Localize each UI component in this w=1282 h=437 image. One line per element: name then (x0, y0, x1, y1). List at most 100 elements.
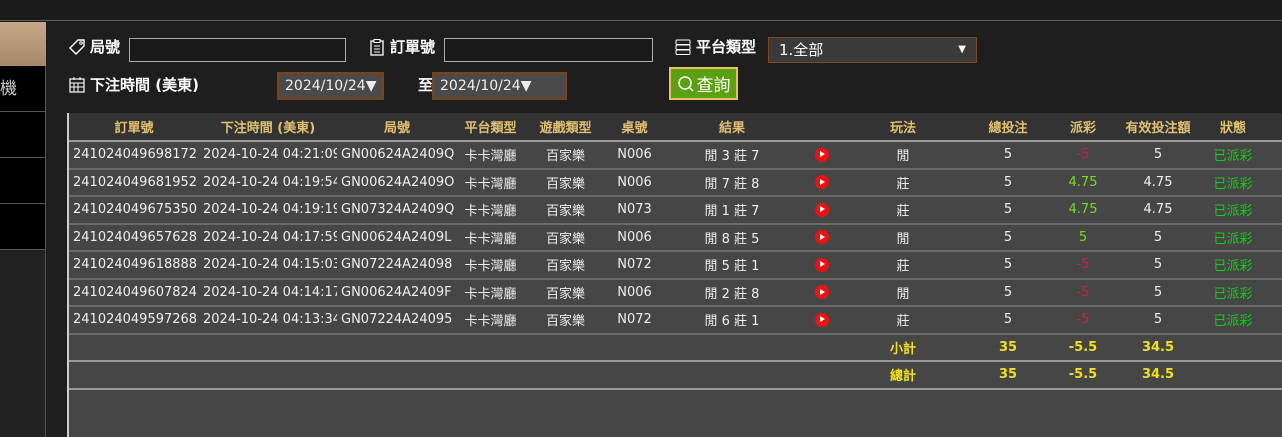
total-valid: 34.5 (1114, 361, 1202, 390)
bet-records-table: 訂單號 下注時間 (美東) 局號 平台類型 遊戲類型 桌號 結果 玩法 總投注 派彩 有效投注額 狀態… (67, 113, 1282, 437)
play-video-icon[interactable] (815, 202, 829, 217)
round-label-text: 局號 (90, 38, 121, 56)
platform-cell: 卡卡灣廳 (457, 196, 524, 225)
column-header: 總投注 (964, 113, 1052, 142)
column-header: 狀態 (1202, 113, 1282, 142)
subtotal-payout: -5.5 (1052, 333, 1114, 362)
valid-bet-cell: 5 (1114, 223, 1202, 252)
bet-time-cell: 2024-10-24 04:19:54 (199, 168, 337, 197)
replay-cell (802, 278, 842, 307)
total-label: 總計 (842, 361, 964, 390)
to-label-text: 至 (418, 76, 434, 94)
column-header: 派彩 (1052, 113, 1114, 142)
play-video-icon[interactable] (815, 230, 829, 245)
server-icon (675, 39, 691, 55)
status-cell: 已派彩 (1202, 306, 1282, 335)
replay-cell (802, 168, 842, 197)
date-from-value: 2024/10/24 (285, 78, 366, 94)
replay-cell (802, 141, 842, 170)
empty-cell (69, 333, 842, 362)
platform-cell: 卡卡灣廳 (457, 141, 524, 170)
date-from-picker[interactable]: 2024/10/24▼ (277, 72, 384, 100)
play-video-icon[interactable] (815, 175, 829, 190)
round-id-cell: GN00624A2409O (337, 168, 457, 197)
game-type-cell: 百家樂 (524, 141, 607, 170)
total-bet: 35 (964, 361, 1052, 390)
play-type-cell: 莊 (842, 306, 964, 335)
replay-cell (802, 223, 842, 252)
game-type-cell: 百家樂 (524, 196, 607, 225)
date-to-picker[interactable]: 2024/10/24▼ (432, 72, 567, 100)
column-header: 有效投注額 (1114, 113, 1202, 142)
platform-cell: 卡卡灣廳 (457, 278, 524, 307)
column-header (802, 113, 842, 142)
time-label: 下注時間 (美東) (68, 74, 199, 95)
table-row: 241024049597268 2024-10-24 04:13:34 GN0722… (69, 306, 1282, 335)
empty-cell (69, 361, 842, 390)
sidebar-item[interactable]: 機 (0, 66, 45, 112)
play-video-icon[interactable] (815, 147, 829, 162)
game-type-cell: 百家樂 (524, 278, 607, 307)
table-header: 訂單號 下注時間 (美東) 局號 平台類型 遊戲類型 桌號 結果 玩法 總投注 派彩 有效投注額 狀態 (69, 113, 1282, 142)
search-button[interactable]: 查詢 (669, 67, 738, 100)
column-header: 結果 (662, 113, 802, 142)
column-header: 下注時間 (美東) (199, 113, 337, 142)
clipboard-icon (370, 38, 384, 56)
sidebar-item[interactable] (0, 204, 45, 250)
total-bet-cell: 5 (964, 251, 1052, 280)
platform-label-text: 平台類型 (696, 38, 757, 56)
order-id-cell: 241024049607824 (69, 278, 199, 307)
sidebar-item[interactable] (0, 112, 45, 158)
table-no-cell: N072 (607, 306, 662, 335)
payout-cell: 4.75 (1052, 196, 1114, 225)
time-label-text: 下注時間 (美東) (90, 76, 199, 94)
total-bet-cell: 5 (964, 196, 1052, 225)
bet-time-cell: 2024-10-24 04:17:59 (199, 223, 337, 252)
to-label: 至 (418, 74, 433, 95)
sidebar-item[interactable] (0, 158, 45, 204)
subtotal-label: 小計 (842, 333, 964, 362)
payout-cell: -5 (1052, 278, 1114, 307)
status-cell: 已派彩 (1202, 168, 1282, 197)
platform-select[interactable]: 1.全部 ▼ (768, 37, 977, 63)
caret-down-icon: ▼ (520, 78, 532, 94)
result-cell: 閒 3 莊 7 (662, 141, 802, 170)
replay-cell (802, 251, 842, 280)
platform-cell: 卡卡灣廳 (457, 223, 524, 252)
status-cell: 已派彩 (1202, 223, 1282, 252)
result-cell: 閒 1 莊 7 (662, 196, 802, 225)
round-id-cell: GN00624A2409F (337, 278, 457, 307)
date-to-value: 2024/10/24 (440, 78, 521, 94)
order-id-cell: 241024049681952 (69, 168, 199, 197)
column-header: 玩法 (842, 113, 964, 142)
result-cell: 閒 2 莊 8 (662, 278, 802, 307)
table-row: 241024049675350 2024-10-24 04:19:19 GN0732… (69, 196, 1282, 225)
result-cell: 閒 6 莊 1 (662, 306, 802, 335)
status-cell: 已派彩 (1202, 278, 1282, 307)
order-input[interactable] (444, 38, 653, 62)
bet-time-cell: 2024-10-24 04:13:34 (199, 306, 337, 335)
platform-cell: 卡卡灣廳 (457, 168, 524, 197)
play-type-cell: 閒 (842, 223, 964, 252)
table-no-cell: N072 (607, 251, 662, 280)
column-header: 平台類型 (457, 113, 524, 142)
table-no-cell: N006 (607, 278, 662, 307)
payout-cell: 5 (1052, 223, 1114, 252)
total-bet-cell: 5 (964, 278, 1052, 307)
round-input[interactable] (129, 38, 346, 62)
play-video-icon[interactable] (815, 257, 829, 272)
table-row: 241024049698172 2024-10-24 04:21:09 GN0062… (69, 141, 1282, 170)
play-video-icon[interactable] (815, 285, 829, 300)
order-id-cell: 241024049657628 (69, 223, 199, 252)
valid-bet-cell: 5 (1114, 251, 1202, 280)
order-id-cell: 241024049698172 (69, 141, 199, 170)
payout-cell: -5 (1052, 141, 1114, 170)
column-header: 訂單號 (69, 113, 199, 142)
total-row: 總計 35 -5.5 34.5 (69, 361, 1282, 390)
order-label: 訂單號 (368, 36, 435, 57)
play-type-cell: 莊 (842, 251, 964, 280)
table-no-cell: N006 (607, 141, 662, 170)
play-video-icon[interactable] (815, 312, 829, 327)
sidebar-item-active[interactable] (0, 22, 52, 66)
play-type-cell: 莊 (842, 196, 964, 225)
